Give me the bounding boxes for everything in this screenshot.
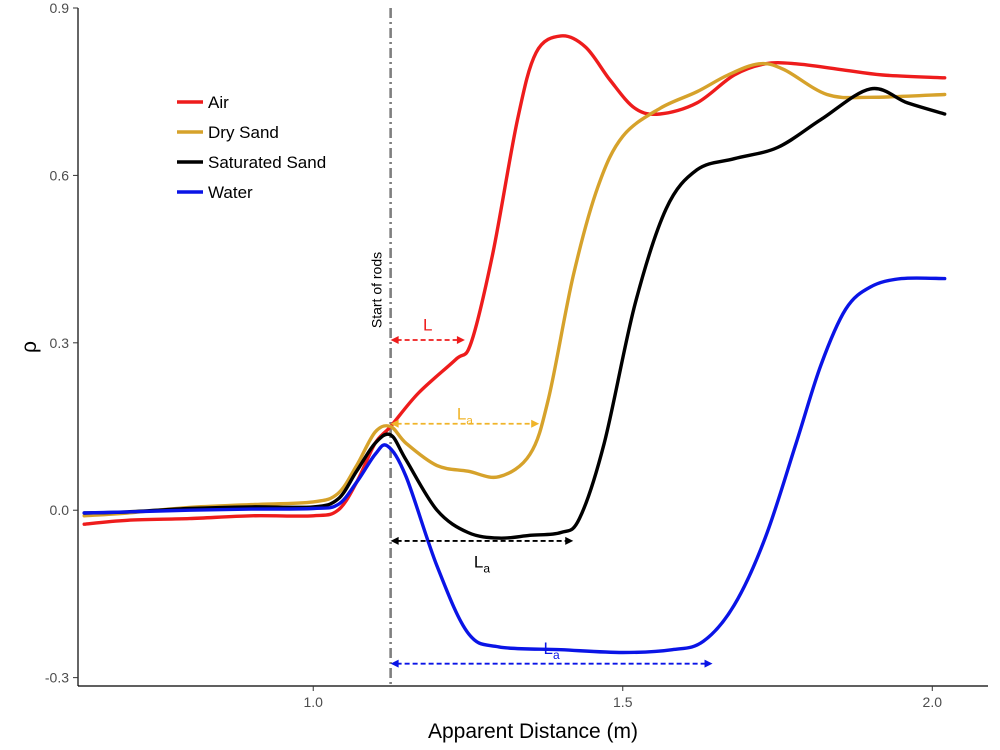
length-label-subscript: a [483, 561, 490, 575]
arrow-head-left [390, 419, 399, 428]
arrow-head-right [531, 419, 540, 428]
arrow-head-right [565, 536, 574, 545]
y-tick-label: 0.9 [50, 0, 70, 16]
legend-label: Dry Sand [208, 123, 279, 142]
length-label-subscript: a [466, 414, 473, 428]
length-arrow: L [390, 315, 465, 345]
legend-label: Air [208, 93, 229, 112]
series-layer [82, 34, 947, 655]
y-tick-label: 0.6 [50, 167, 70, 183]
arrow-head-left [390, 336, 399, 345]
y-tick-label: 0.0 [50, 502, 70, 518]
series-line-water [82, 276, 947, 655]
x-tick-label: 1.5 [613, 694, 633, 710]
x-tick-label: 2.0 [923, 694, 943, 710]
length-label: L [423, 315, 432, 334]
x-tick-label: 1.0 [304, 694, 324, 710]
length-arrow: La [390, 536, 574, 575]
annotation-layer: L La La La [390, 315, 713, 668]
arrow-head-left [390, 536, 399, 545]
series-line-saturated-sand [82, 86, 947, 540]
length-label: La [474, 552, 490, 575]
y-tick-label: -0.3 [45, 670, 69, 686]
y-tick-label: 0.3 [50, 335, 70, 351]
y-axis-title: ρ [18, 341, 41, 353]
axes: -0.3 0.0 0.3 0.6 0.9 1.0 1.5 2.0 [45, 0, 988, 710]
legend: Air Dry Sand Saturated Sand Water [177, 93, 326, 202]
x-axis-title: Apparent Distance (m) [428, 720, 638, 743]
legend-label: Water [208, 183, 253, 202]
arrow-head-left [390, 659, 399, 668]
length-label-subscript: a [553, 648, 560, 662]
length-arrow: La [390, 639, 713, 668]
series-line-dry-sand [82, 61, 947, 518]
length-arrow: La [390, 405, 540, 428]
start-of-rods-layer: Start of rods [369, 8, 392, 686]
legend-label: Saturated Sand [208, 153, 326, 172]
arrow-head-right [704, 659, 713, 668]
length-label: La [543, 639, 559, 662]
arrow-head-right [456, 336, 465, 345]
start-of-rods-label: Start of rods [369, 252, 385, 328]
